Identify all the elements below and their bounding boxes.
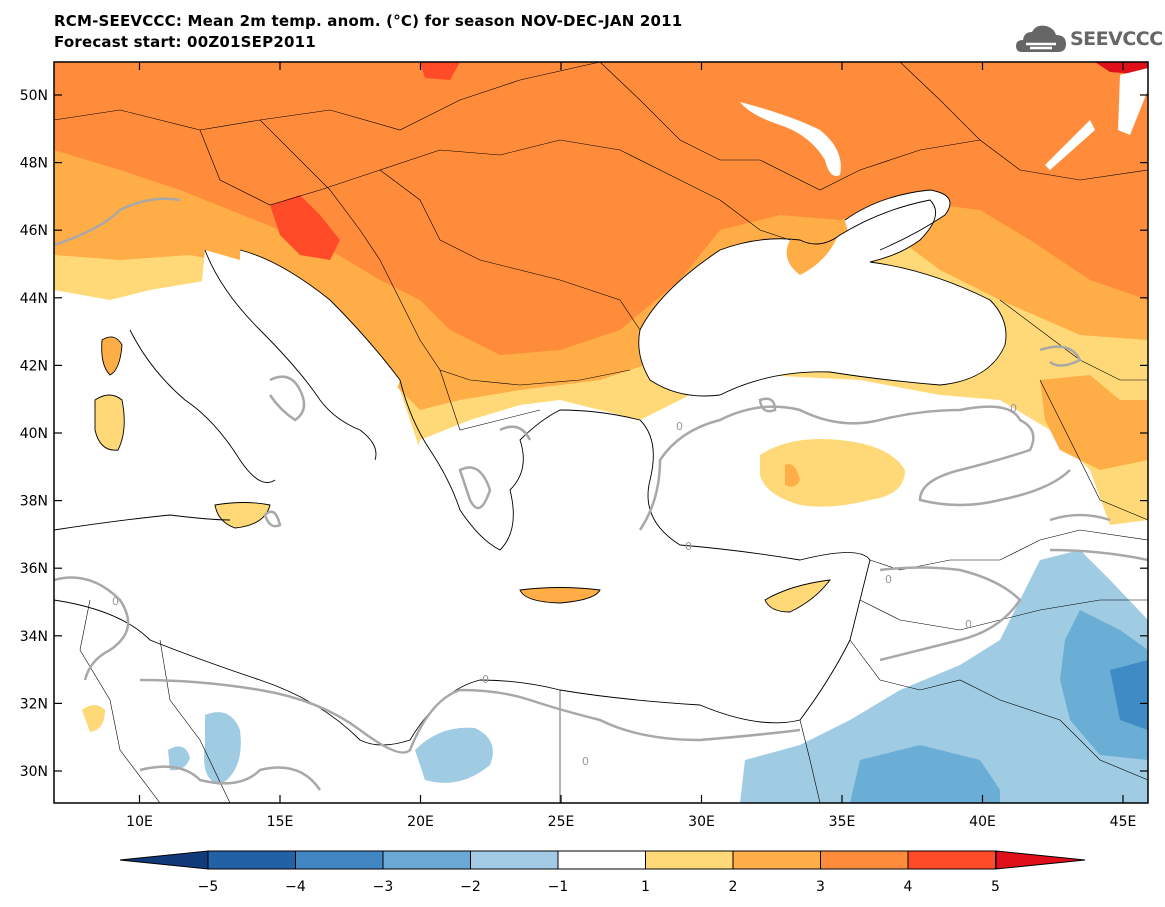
contour-label: 0: [685, 540, 692, 553]
lon-label: 20E: [407, 814, 434, 830]
colorbar-segment: [645, 850, 734, 870]
lat-label: 32N: [20, 696, 48, 712]
lon-label: 25E: [548, 814, 575, 830]
anomaly-band-3-4: [54, 62, 1148, 355]
lon-label: 45E: [1110, 814, 1137, 830]
lat-label: 46N: [20, 223, 48, 239]
colorbar-segment: [820, 850, 909, 870]
map-title: RCM-SEEVCCC: Mean 2m temp. anom. (°C) fo…: [54, 12, 683, 30]
colorbar-label: 5: [991, 879, 1000, 895]
colorbar-segment: [295, 850, 384, 870]
island-cyprus: [765, 580, 830, 612]
black-sea: [638, 200, 1006, 396]
anomaly-patch-tunisia: [82, 705, 105, 732]
anomaly-band-4-5: [270, 195, 340, 260]
lat-label: 34N: [20, 629, 48, 645]
anomaly-band-neg2-neg3: [1060, 610, 1148, 760]
contour-label: 0: [1010, 402, 1017, 415]
island-sicily: [215, 502, 270, 528]
lat-label: 36N: [20, 561, 48, 577]
colorbar-segment: [207, 850, 296, 870]
lat-label: 38N: [20, 494, 48, 510]
contour-label: 0: [582, 755, 589, 768]
map-area: 0 0 0 0 0 0 0 0: [54, 62, 1148, 803]
colorbar-label: −4: [285, 879, 306, 895]
anomaly-patch-libya-2: [168, 746, 190, 771]
anomaly-patch-egypt: [415, 727, 493, 783]
lon-label: 40E: [969, 814, 996, 830]
island-sardinia: [95, 395, 125, 451]
cloud-logo-icon: [1016, 25, 1066, 52]
mediterranean-sea: [54, 250, 870, 740]
colorbar-segment: [732, 850, 821, 870]
lon-label: 10E: [126, 814, 153, 830]
missing-data-streak-3: [1045, 120, 1095, 170]
anomaly-patch-caucasus: [1040, 375, 1148, 470]
lat-label: 44N: [20, 291, 48, 307]
contour-label: 0: [112, 595, 119, 608]
forecast-start-label: Forecast start: 00Z01SEP2011: [54, 33, 316, 51]
island-corsica: [101, 336, 122, 375]
colorbar-label: −5: [198, 879, 219, 895]
colorbar-segment: [470, 850, 559, 870]
lon-label: 35E: [829, 814, 856, 830]
missing-data-streak-2: [1118, 68, 1148, 135]
contour-labels: 0 0 0 0 0 0 0 0: [112, 402, 1017, 768]
anomaly-patch-anatolia: [760, 439, 905, 507]
contour-label: 0: [482, 673, 489, 686]
colorbar-label: 3: [816, 879, 825, 895]
lat-label: 30N: [20, 764, 48, 780]
adriatic-sea: [240, 250, 400, 396]
coastlines: [54, 189, 1007, 746]
colorbar-label: 4: [904, 879, 913, 895]
lat-label: 40N: [20, 426, 48, 442]
latitude-axis: 50N 48N 46N 44N 42N 40N 38N 36N 34N 32N 30N: [20, 88, 1148, 780]
seevccc-logo: SEEVCCC: [1016, 22, 1163, 58]
colorbar-high-triangle: [995, 850, 1086, 870]
anomaly-band-neg3-neg4: [1110, 660, 1148, 730]
anomaly-band-neg2-neg3-b: [850, 745, 1000, 803]
colorbar-segment: [907, 850, 996, 870]
contour-label: 0: [676, 420, 683, 433]
colorbar-label: 1: [641, 879, 650, 895]
colorbar: −5 −4 −3 −2 −1 1 2 3 4 5: [119, 850, 1086, 895]
colorbar-label: 2: [729, 879, 738, 895]
longitude-axis: 10E 15E 20E 25E 30E 35E 40E 45E: [126, 62, 1136, 830]
contour-label: 0: [965, 618, 972, 631]
lat-label: 48N: [20, 156, 48, 172]
colorbar-label: −2: [460, 879, 481, 895]
lat-label: 50N: [20, 88, 48, 104]
colorbar-label: −1: [548, 879, 569, 895]
colorbar-low-triangle: [119, 850, 209, 870]
anomaly-patch-anatolia-2: [785, 464, 800, 487]
colorbar-segment: [382, 850, 471, 870]
colorbar-segment: [557, 850, 646, 870]
contour-label: 0: [885, 573, 892, 586]
lat-label: 42N: [20, 358, 48, 374]
anomaly-band-4-5-north: [420, 62, 460, 80]
zero-contours: [54, 197, 1148, 791]
anomaly-band-neg1-neg2: [740, 550, 1148, 803]
lon-label: 15E: [267, 814, 294, 830]
colorbar-label: −3: [373, 879, 394, 895]
anomaly-patch-libya: [204, 712, 241, 785]
lon-label: 30E: [688, 814, 715, 830]
missing-data-streak: [740, 102, 841, 176]
island-crete: [520, 587, 600, 603]
logo-text: SEEVCCC: [1070, 28, 1163, 50]
tyrrhenian-sea: [130, 300, 300, 510]
